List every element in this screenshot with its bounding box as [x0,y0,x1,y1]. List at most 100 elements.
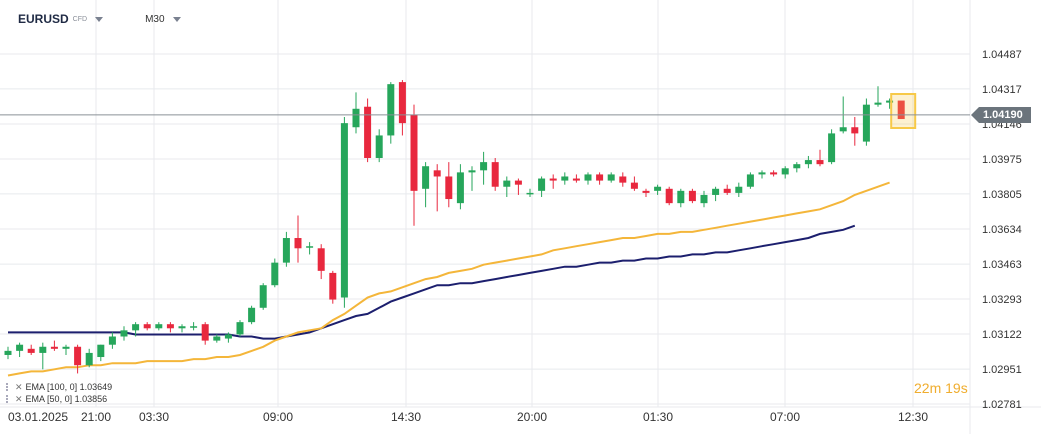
y-tick-label: 1.03805 [982,189,1022,201]
candle-body [120,330,128,337]
symbol-label[interactable]: EURUSD [18,12,69,26]
candle-body [155,324,163,329]
symbol-dropdown-chevron-down-icon[interactable] [95,16,104,22]
candle-body [538,178,546,191]
y-tick-label: 1.03975 [982,154,1022,166]
candle-body [607,174,615,181]
y-tick-label: 1.03463 [982,259,1022,271]
candle-body [190,326,198,328]
candle-body [445,176,453,200]
candle-body [143,324,151,329]
candle-body [886,100,894,103]
price-tag-arrow-icon [971,107,979,123]
y-tick-label: 1.03293 [982,294,1022,306]
candle-body [294,238,302,249]
y-tick-label: 1.03122 [982,329,1022,341]
legend-label-ema50[interactable]: EMA [50, 0] 1.03856 [25,394,108,404]
candle-body [456,172,464,204]
countdown-seconds: 19 [945,380,961,396]
candle-body [410,114,418,191]
candle-body [572,178,580,181]
candle-body [712,188,720,195]
legend-row-ema50: ✕ EMA [50, 0] 1.03856 [6,393,112,405]
candle-body [700,194,708,204]
x-tick-label: 03:30 [139,410,169,424]
candle-body [596,174,604,181]
candle-body [804,160,812,165]
ema50-series-line [7,181,890,377]
ema100-line [8,224,856,340]
candle-body [236,322,244,335]
candle-body [503,180,511,187]
candle-body [526,192,534,195]
y-tick-label: 1.04487 [982,49,1022,61]
countdown-seconds-unit: s [960,380,968,396]
candle-body [398,82,406,124]
candle-body [4,350,12,355]
candle-body [97,344,105,358]
candle-body [781,168,789,175]
candle-body [619,176,627,183]
y-tick-label: 1.04317 [982,84,1022,96]
countdown-minutes-unit: m [929,380,942,396]
x-tick-label: 03.01.2025 [8,410,68,424]
candle-body [793,164,801,169]
x-tick-label: 21:00 [81,410,111,424]
candle-body [352,108,360,128]
candle-body [329,272,337,300]
x-tick-label: 14:30 [391,410,421,424]
remove-indicator-close-icon[interactable]: ✕ [15,382,23,392]
candle-body [630,182,638,189]
candle-body [375,135,383,159]
candle-countdown: 22m 19s [914,380,968,396]
x-axis: 03.01.2025 21:00 03:30 09:00 14:30 20:00 01:30… [8,410,928,424]
candle-body [897,100,905,120]
x-tick-label: 01:30 [643,410,673,424]
candle-body [688,190,696,202]
candle-body [665,188,673,204]
remove-indicator-close-icon[interactable]: ✕ [15,394,23,404]
candle-body [282,238,290,263]
y-tick-label: 1.02781 [982,399,1022,411]
x-tick-label: 09:00 [263,410,293,424]
candle-body [422,166,430,189]
candle-body [62,346,70,349]
candle-body [166,324,174,329]
candle-body [259,285,267,308]
drag-handle-icon[interactable] [6,395,14,403]
candle-body [735,186,743,193]
candle-body [271,262,279,286]
x-tick-label: 12:30 [898,410,928,424]
x-tick-label: 20:00 [517,410,547,424]
legend-label-ema100[interactable]: EMA [100, 0] 1.03649 [25,382,113,392]
candle-body [816,160,824,165]
candle-body [770,172,778,175]
candle-body [514,180,522,185]
y-tick-label: 1.02951 [982,364,1022,376]
legend-row-ema100: ✕ EMA [100, 0] 1.03649 [6,381,112,393]
candle-body [74,346,82,366]
interval-label[interactable]: M30 [145,13,165,25]
candle-body [39,346,47,353]
drag-handle-icon[interactable] [6,383,14,391]
candle-body [16,344,24,351]
candle-body [874,102,882,105]
candle-body [851,127,859,134]
y-tick-label: 1.03634 [982,224,1022,236]
candle-body [433,170,441,177]
candle-body [85,352,93,366]
candle-body [108,336,116,345]
candle-body [584,174,592,181]
ema50-line [7,181,890,377]
candles [4,80,917,374]
candle-body [746,174,754,187]
current-price-tag: 1.04190 [979,107,1031,123]
y-axis: 1.044871.043171.041461.039751.038051.036… [982,49,1022,411]
candle-body [758,172,766,175]
interval-dropdown-chevron-down-icon[interactable] [172,16,181,22]
candle-body [213,336,221,341]
indicator-legend: ✕ EMA [100, 0] 1.03649 ✕ EMA [50, 0] 1.0… [6,381,112,405]
candle-body [561,176,569,181]
candle-body [862,104,870,142]
